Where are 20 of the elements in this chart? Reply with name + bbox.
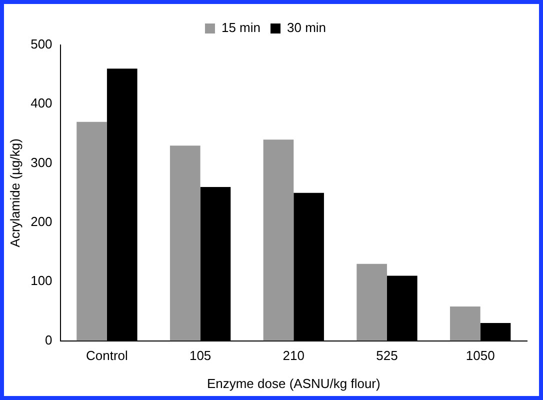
- legend-label: 30 min: [287, 20, 326, 36]
- bar: [356, 264, 387, 341]
- y-tick-label: 0: [45, 332, 52, 348]
- y-tick-label: 500: [30, 36, 52, 52]
- y-tick-label: 200: [30, 214, 52, 230]
- y-tick-label: 300: [30, 154, 52, 170]
- x-tick-label: 105: [189, 348, 212, 364]
- y-axis-title: Acrylamide (µg/kg): [7, 138, 22, 248]
- x-tick-label: Control: [86, 348, 128, 364]
- x-tick-label: 525: [376, 348, 398, 364]
- y-tick-label: 400: [30, 96, 52, 111]
- y-tick-label: 100: [30, 273, 52, 288]
- bar: [263, 140, 294, 341]
- x-tick-label: 1050: [466, 348, 495, 364]
- x-axis-title: Enzyme dose (ASNU/kg flour): [206, 376, 380, 391]
- bar: [170, 146, 200, 341]
- x-tick-label: 210: [282, 348, 304, 364]
- bar: [450, 306, 480, 341]
- bar: [76, 122, 107, 341]
- legend-label: 15 min: [221, 20, 261, 36]
